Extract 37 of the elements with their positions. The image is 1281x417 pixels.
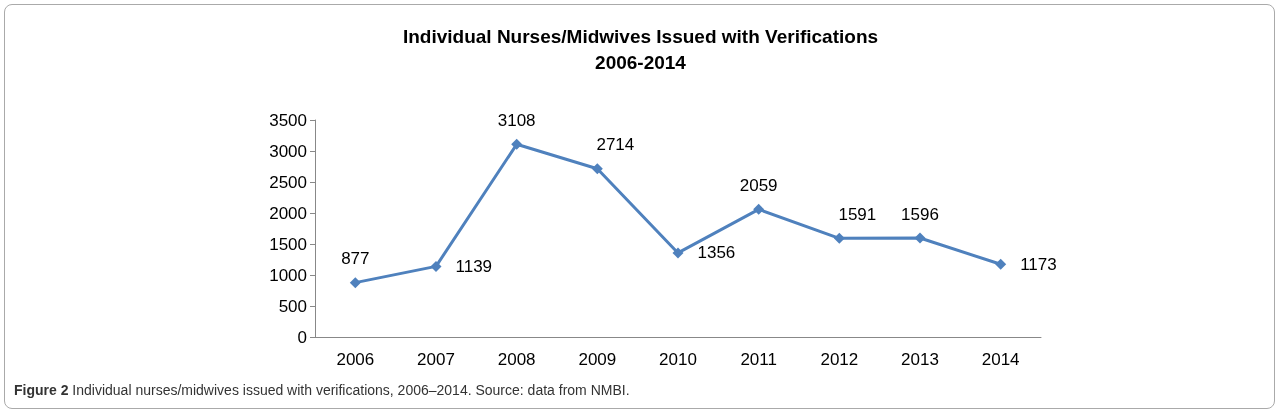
data-label: 1139 bbox=[455, 256, 493, 276]
y-tick-label: 1500 bbox=[269, 234, 307, 254]
y-tick-label: 2000 bbox=[269, 203, 307, 223]
data-label: 1591 bbox=[838, 204, 877, 224]
y-tick-label: 0 bbox=[297, 327, 307, 347]
caption: Figure 2 Individual nurses/midwives issued with verifications, 2006–2014. Source: data from NMBI. bbox=[14, 382, 630, 398]
data-label: 1356 bbox=[697, 243, 736, 263]
point bbox=[995, 258, 1007, 270]
point bbox=[914, 232, 926, 244]
data-label: 1596 bbox=[901, 204, 939, 224]
x-tick-label: 2007 bbox=[417, 350, 455, 369]
data-label: 1173 bbox=[1020, 254, 1057, 274]
y-tick-label: 3500 bbox=[269, 110, 307, 130]
point bbox=[591, 163, 603, 175]
y-tick-label: 500 bbox=[278, 296, 307, 316]
x-tick-label: 2008 bbox=[497, 350, 536, 369]
x-tick-label: 2014 bbox=[981, 350, 1020, 369]
x-tick-label: 2009 bbox=[578, 350, 617, 369]
point bbox=[349, 277, 361, 289]
x-tick-label: 2006 bbox=[336, 350, 375, 369]
point bbox=[430, 260, 442, 272]
data-label: 3108 bbox=[497, 110, 536, 130]
point bbox=[672, 247, 684, 259]
x-tick-label: 2012 bbox=[820, 350, 859, 369]
chart-title: Individual Nurses/Midwives Issued with Verifications 2006-2014 bbox=[402, 25, 879, 73]
point bbox=[833, 232, 845, 244]
data-label: 877 bbox=[341, 249, 370, 269]
data-label: 2714 bbox=[596, 135, 635, 155]
point bbox=[511, 138, 523, 150]
y-tick-label: 3000 bbox=[269, 141, 307, 161]
x-tick-label: 2010 bbox=[659, 350, 697, 369]
x-tick-label: 2011 bbox=[740, 350, 777, 369]
data-label: 2059 bbox=[739, 175, 778, 195]
y-tick-label: 2500 bbox=[269, 172, 307, 192]
point bbox=[753, 203, 765, 215]
y-tick-label: 1000 bbox=[269, 265, 307, 285]
x-tick-label: 2013 bbox=[901, 350, 939, 369]
